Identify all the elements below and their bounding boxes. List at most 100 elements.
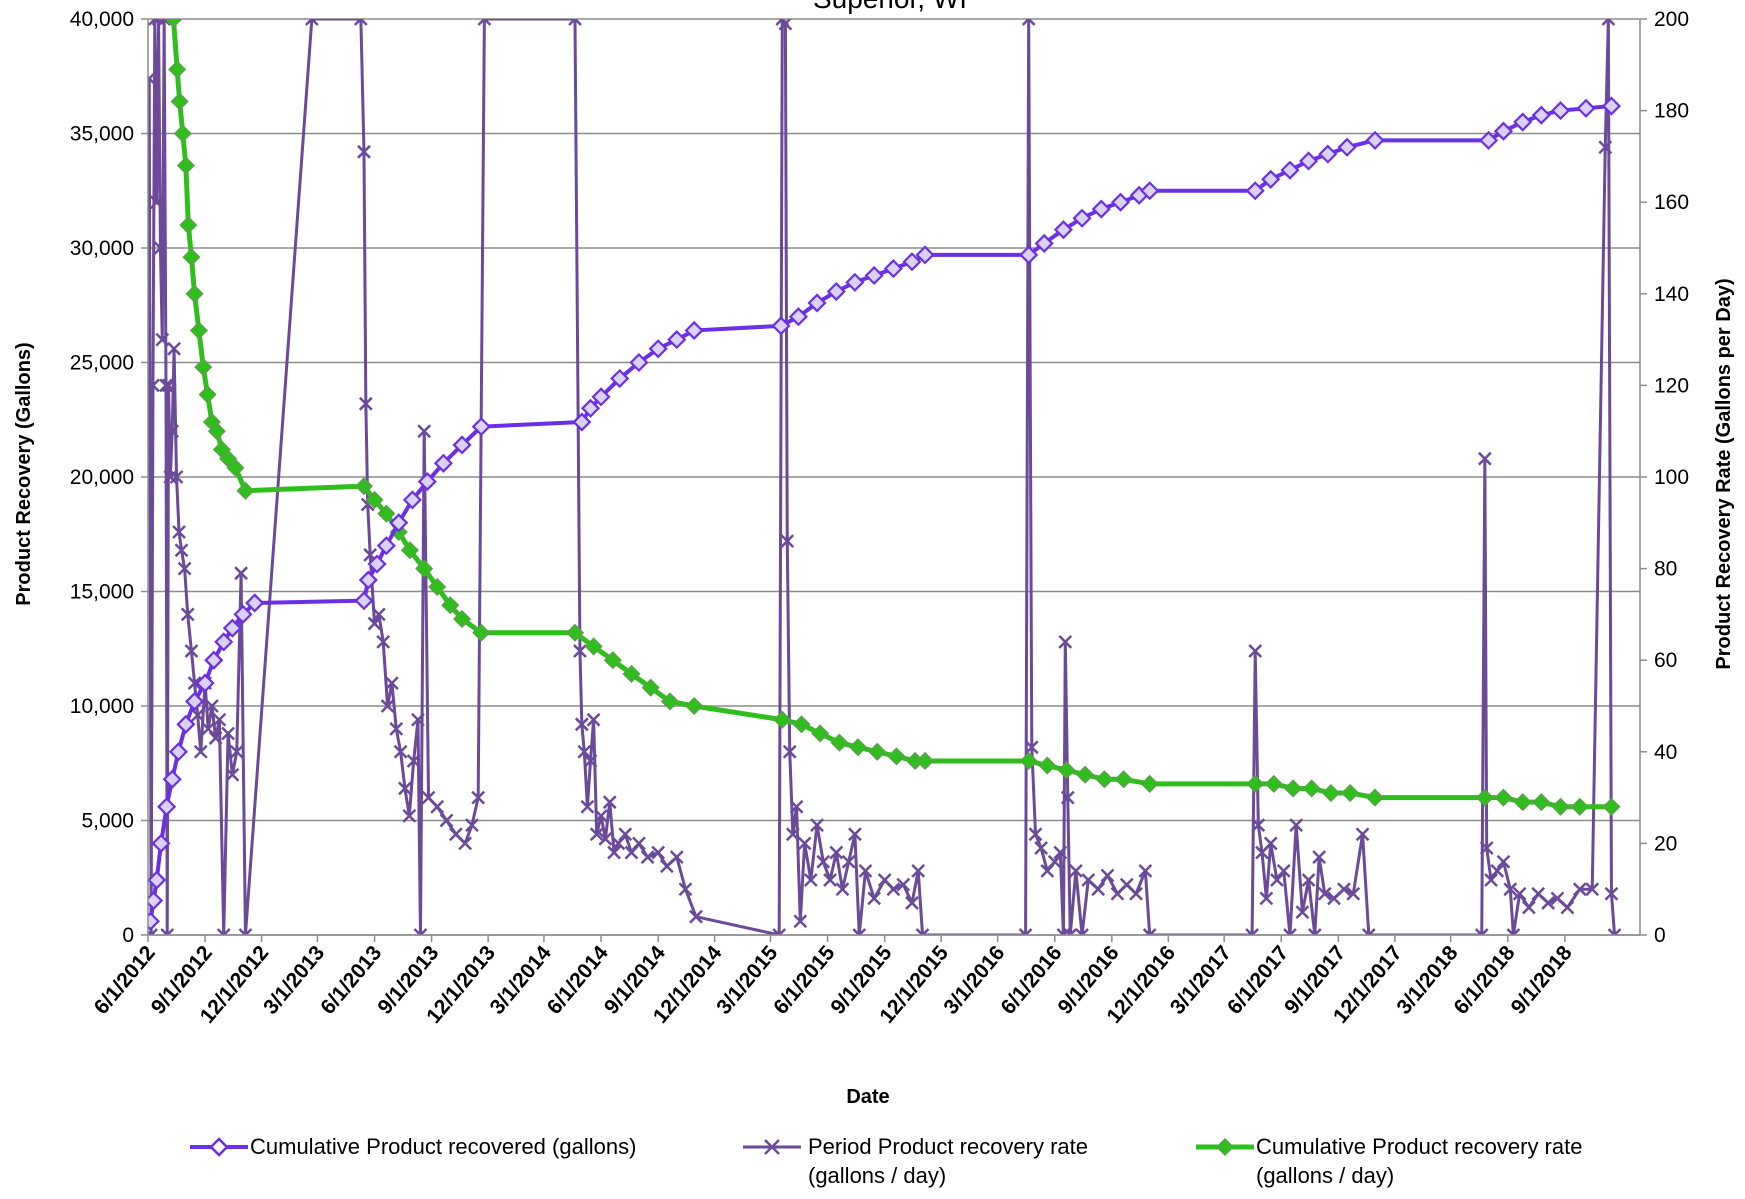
data-point: [411, 712, 425, 727]
data-point: [182, 248, 201, 267]
data-point: [1280, 160, 1300, 180]
data-point: [841, 854, 856, 869]
data-point: [1072, 208, 1092, 228]
data-point: [618, 827, 633, 842]
y-left-tick-label: 10,000: [70, 695, 134, 718]
data-point: [452, 609, 472, 629]
data-point: [1474, 928, 1489, 935]
data-point: [184, 644, 199, 658]
data-point: [389, 722, 404, 736]
data-point: [168, 742, 188, 762]
data-point: [1301, 873, 1316, 887]
data-point: [1513, 112, 1533, 132]
data-point: [1100, 868, 1115, 883]
data-point: [1063, 928, 1078, 935]
data-point: [1312, 850, 1327, 865]
data-point: [358, 396, 373, 411]
data-point: [607, 845, 621, 860]
y-left-tick-label: 15,000: [70, 581, 134, 604]
data-point: [148, 71, 157, 86]
data-point: [1531, 105, 1551, 125]
data-point: [1560, 900, 1575, 915]
data-point: [580, 398, 601, 418]
data-point: [472, 623, 491, 642]
data-point: [148, 928, 158, 935]
data-point: [632, 836, 646, 851]
data-point: [162, 769, 182, 789]
data-point: [164, 19, 183, 29]
data-point: [371, 607, 386, 622]
data-point: [1246, 774, 1265, 793]
y-right-tick-label: 120: [1654, 374, 1689, 397]
legend-item-cumulative-rate: Cumulative Product recovery rate (gallon…: [1196, 1134, 1582, 1188]
chart-title: Superior, WI: [813, 0, 967, 14]
data-point: [1321, 783, 1340, 803]
data-point: [685, 696, 704, 716]
data-point: [845, 272, 865, 292]
data-point: [1283, 928, 1297, 935]
data-point: [1276, 863, 1291, 878]
data-point: [207, 422, 226, 441]
data-point: [1142, 928, 1157, 935]
data-point: [1506, 928, 1521, 935]
data-point: [1299, 151, 1319, 171]
data-point: [173, 124, 192, 143]
data-point: [852, 928, 867, 935]
series-line: [170, 19, 1612, 810]
data-point: [1110, 192, 1131, 212]
data-point: [830, 733, 849, 752]
data-point: [385, 676, 399, 690]
series-1: [148, 19, 1622, 935]
y-left-tick-label: 20,000: [70, 466, 134, 489]
data-point: [376, 536, 396, 556]
y-left-tick-label: 30,000: [70, 237, 134, 260]
data-point: [238, 928, 253, 935]
data-point: [1129, 886, 1143, 901]
data-point: [1551, 797, 1570, 816]
data-point: [354, 591, 374, 611]
data-point: [439, 813, 454, 828]
data-point: [1602, 797, 1621, 816]
y-right-tick-label: 180: [1654, 100, 1689, 123]
data-point: [452, 435, 472, 455]
data-point: [577, 744, 592, 759]
data-point: [477, 19, 492, 26]
y-left-tick-label: 25,000: [70, 352, 134, 375]
data-point: [400, 541, 419, 560]
data-point: [1585, 882, 1600, 897]
data-point: [1317, 886, 1332, 901]
data-point: [428, 577, 447, 596]
y-right-tick-label: 200: [1654, 8, 1689, 31]
data-point: [1076, 765, 1095, 784]
data-point: [1053, 220, 1073, 240]
data-point: [1091, 882, 1106, 897]
data-point: [1302, 779, 1321, 798]
data-point: [602, 795, 617, 810]
data-point: [1028, 827, 1043, 842]
y-right-tick-label: 0: [1654, 924, 1666, 947]
data-point: [1307, 928, 1322, 935]
data-point: [184, 691, 205, 711]
data-point: [573, 644, 587, 658]
data-point: [1140, 181, 1160, 201]
data-point: [1365, 788, 1385, 807]
y-right-tick-label: 100: [1654, 466, 1689, 489]
legend-label-period-rate-line1: Period Product recovery rate: [808, 1134, 1088, 1159]
y-right-tick-label: 140: [1654, 283, 1689, 306]
data-point: [1264, 774, 1283, 793]
data-point: [1522, 900, 1536, 915]
data-point: [1355, 827, 1370, 842]
data-point: [1140, 774, 1159, 793]
data-point: [376, 634, 391, 649]
data-point: [574, 717, 589, 732]
data-point: [594, 809, 608, 823]
data-point: [1494, 788, 1513, 807]
data-point: [810, 818, 824, 832]
data-point: [1479, 130, 1499, 150]
data-point: [667, 330, 687, 350]
data-point: [1261, 169, 1281, 189]
data-point: [896, 877, 911, 892]
data-point: [353, 19, 368, 26]
data-point: [1018, 928, 1033, 935]
